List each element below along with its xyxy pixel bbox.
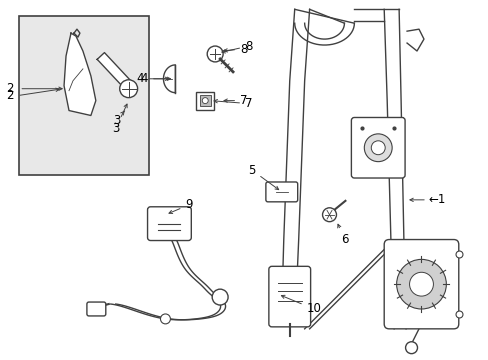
Circle shape (212, 289, 227, 305)
Text: 2: 2 (6, 89, 14, 102)
FancyBboxPatch shape (147, 207, 191, 240)
Text: 5: 5 (248, 163, 278, 190)
Circle shape (396, 260, 446, 309)
FancyBboxPatch shape (87, 302, 105, 316)
Circle shape (364, 134, 391, 162)
Text: 9: 9 (169, 198, 192, 213)
Circle shape (207, 46, 223, 62)
Text: 7: 7 (224, 94, 247, 107)
FancyBboxPatch shape (351, 117, 404, 178)
Text: 10: 10 (281, 295, 321, 315)
FancyBboxPatch shape (384, 239, 458, 329)
Circle shape (202, 98, 208, 104)
FancyBboxPatch shape (265, 182, 297, 202)
Text: 4: 4 (141, 72, 168, 85)
Text: 7: 7 (214, 97, 252, 110)
Text: 3: 3 (113, 111, 124, 127)
Circle shape (120, 80, 137, 98)
Text: 4: 4 (136, 72, 170, 85)
Text: 6: 6 (337, 224, 347, 246)
Text: 2: 2 (6, 82, 14, 95)
FancyBboxPatch shape (268, 266, 310, 327)
Text: 8: 8 (224, 42, 247, 55)
Text: 3: 3 (112, 104, 127, 135)
Circle shape (322, 208, 336, 222)
Circle shape (409, 272, 432, 296)
Circle shape (405, 342, 417, 354)
Circle shape (160, 314, 170, 324)
Polygon shape (97, 53, 132, 89)
Text: 8: 8 (222, 40, 252, 53)
Bar (19, 16, 148, 175)
Polygon shape (64, 33, 96, 116)
Polygon shape (163, 65, 175, 93)
Circle shape (370, 141, 385, 155)
Text: ←1: ←1 (428, 193, 446, 206)
